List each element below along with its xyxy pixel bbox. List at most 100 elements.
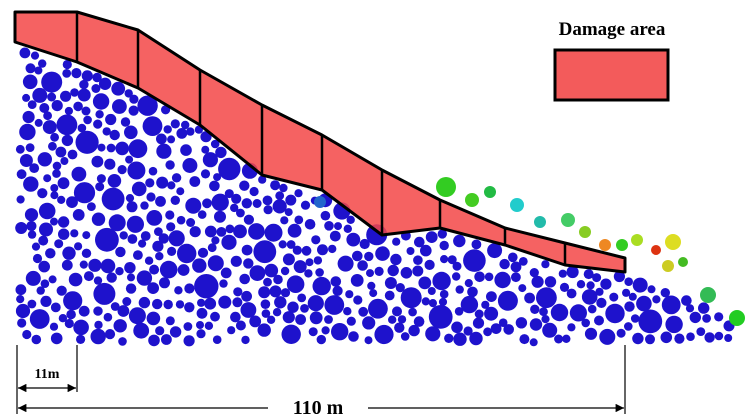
particle (394, 322, 405, 333)
particle (375, 246, 390, 261)
particle (101, 187, 125, 211)
particle (106, 143, 116, 153)
particle (280, 288, 291, 298)
particle (230, 255, 242, 267)
particle (71, 68, 82, 79)
particle (352, 250, 363, 262)
particle (418, 276, 432, 290)
particle (91, 84, 101, 93)
particle (184, 302, 195, 313)
particle (674, 333, 685, 344)
particle (567, 323, 576, 332)
particle (52, 161, 62, 171)
particle (661, 295, 681, 315)
particle (196, 321, 204, 329)
particle (220, 267, 232, 279)
particle (569, 304, 588, 322)
particle (176, 127, 188, 139)
particle (374, 324, 394, 345)
particle (665, 234, 681, 250)
particle (50, 332, 63, 345)
particle (605, 303, 625, 324)
particle (43, 174, 52, 183)
particle (196, 307, 208, 319)
particle (236, 208, 245, 218)
particle (307, 295, 324, 312)
particle (50, 191, 59, 200)
particle (463, 249, 486, 272)
particle (647, 285, 656, 294)
particle (117, 165, 127, 175)
particle (439, 240, 449, 251)
particle (76, 334, 86, 344)
particle (39, 222, 53, 237)
particle (34, 66, 43, 75)
particle (530, 304, 540, 314)
particle (484, 186, 496, 198)
particle (249, 186, 259, 197)
particle (628, 292, 637, 301)
particle (313, 256, 323, 265)
particle (243, 258, 254, 269)
particle (127, 161, 146, 180)
particle (566, 265, 579, 279)
particle (294, 215, 304, 225)
particle (149, 264, 160, 275)
particle (218, 295, 232, 309)
particle (137, 95, 158, 116)
particle (83, 115, 92, 125)
particle (78, 305, 90, 317)
particle (98, 77, 112, 91)
particle (54, 239, 64, 249)
particle (81, 70, 93, 82)
legend-swatch (553, 48, 670, 102)
particle (312, 276, 331, 296)
particle (174, 286, 183, 295)
particle (22, 329, 32, 340)
particle (293, 260, 307, 274)
particle (41, 71, 63, 93)
particle (152, 298, 163, 310)
particle (599, 239, 611, 251)
particle (584, 327, 598, 340)
particle (103, 312, 113, 322)
particle (425, 326, 441, 342)
particle (638, 309, 663, 334)
particle (16, 295, 25, 304)
particle (180, 144, 192, 156)
particle (87, 202, 96, 212)
particle (696, 327, 706, 336)
particle (219, 279, 228, 288)
particle (19, 123, 36, 141)
particle (287, 223, 302, 238)
particle (66, 196, 78, 209)
particle (294, 189, 303, 198)
particle (420, 244, 432, 257)
particle (592, 273, 602, 283)
particle (400, 267, 413, 279)
particle (350, 274, 364, 287)
particle (471, 239, 482, 250)
particle (232, 297, 243, 308)
particle (125, 283, 137, 294)
particle (15, 222, 28, 234)
particle (204, 225, 217, 238)
particle (309, 311, 323, 325)
particle (124, 125, 138, 140)
particle (632, 277, 648, 293)
particle (70, 229, 79, 238)
particle (156, 133, 167, 145)
particle (95, 182, 105, 192)
particle (452, 261, 462, 271)
particle (264, 223, 283, 242)
particle (600, 278, 612, 290)
particle (465, 193, 479, 207)
particle (314, 196, 326, 208)
particle (467, 286, 478, 298)
particle (152, 240, 164, 252)
particle (100, 258, 116, 274)
particle (388, 315, 397, 324)
particle (154, 227, 163, 237)
particle (56, 114, 78, 136)
particle (25, 270, 41, 286)
